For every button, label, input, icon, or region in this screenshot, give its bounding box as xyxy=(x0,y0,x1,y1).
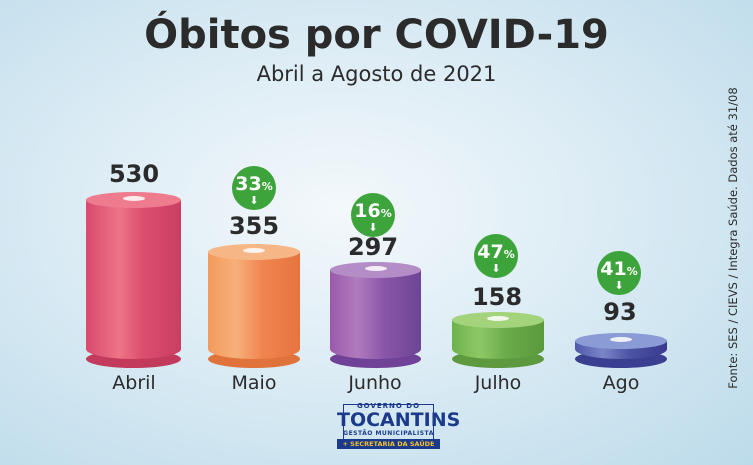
logo-line4: + SECRETARIA DA SAÚDE xyxy=(337,439,440,449)
source-note: Fonte: SES / CIEVS / Integra Saúde. Dado… xyxy=(726,87,740,389)
x-label-julho: Julho xyxy=(474,372,522,394)
value-label-ago: 93 xyxy=(603,298,637,326)
percent-sign: % xyxy=(380,207,392,220)
bar-julho xyxy=(452,312,544,368)
value-label-abril: 530 xyxy=(108,160,160,188)
value-label-junho: 297 xyxy=(347,233,399,261)
x-label-ago: Ago xyxy=(602,372,640,394)
bar-abril xyxy=(86,192,181,368)
logo-line1: GOVERNO DO xyxy=(356,402,421,410)
bar-ago xyxy=(575,333,667,368)
down-arrow-icon: ⬇ xyxy=(368,221,378,234)
percent-sign: % xyxy=(503,248,515,261)
tocantins-logo: GOVERNO DO TOCANTINS GESTÃO MUNICIPALIST… xyxy=(337,402,461,458)
down-arrow-icon: ⬇ xyxy=(491,262,501,275)
bar-junho xyxy=(330,262,421,368)
logo-line3: GESTÃO MUNICIPALISTA xyxy=(343,430,434,437)
badge-percent: 16 xyxy=(354,200,381,222)
bar-maio xyxy=(208,244,300,368)
down-arrow-icon: ⬇ xyxy=(614,279,624,292)
percent-sign: % xyxy=(261,180,273,193)
x-label-junho: Junho xyxy=(348,372,402,394)
x-label-maio: Maio xyxy=(231,372,277,394)
badge-percent: 41 xyxy=(600,258,627,280)
x-label-abril: Abril xyxy=(112,372,156,394)
logo-line2: TOCANTINS xyxy=(337,409,461,431)
logo-frame xyxy=(343,404,434,442)
badge-percent: 33 xyxy=(235,173,262,195)
down-arrow-icon: ⬇ xyxy=(249,194,259,207)
chart-title: Óbitos por COVID-19 xyxy=(144,12,609,58)
badge-percent: 47 xyxy=(477,241,504,263)
value-label-maio: 355 xyxy=(228,212,280,240)
badge-maio: 33% ⬇ xyxy=(232,166,276,210)
value-label-julho: 158 xyxy=(471,283,523,311)
badge-ago: 41% ⬇ xyxy=(597,251,641,295)
badge-julho: 47% ⬇ xyxy=(474,234,518,278)
chart-subtitle: Abril a Agosto de 2021 xyxy=(256,62,497,86)
percent-sign: % xyxy=(626,265,638,278)
badge-junho: 16% ⬇ xyxy=(351,193,395,237)
